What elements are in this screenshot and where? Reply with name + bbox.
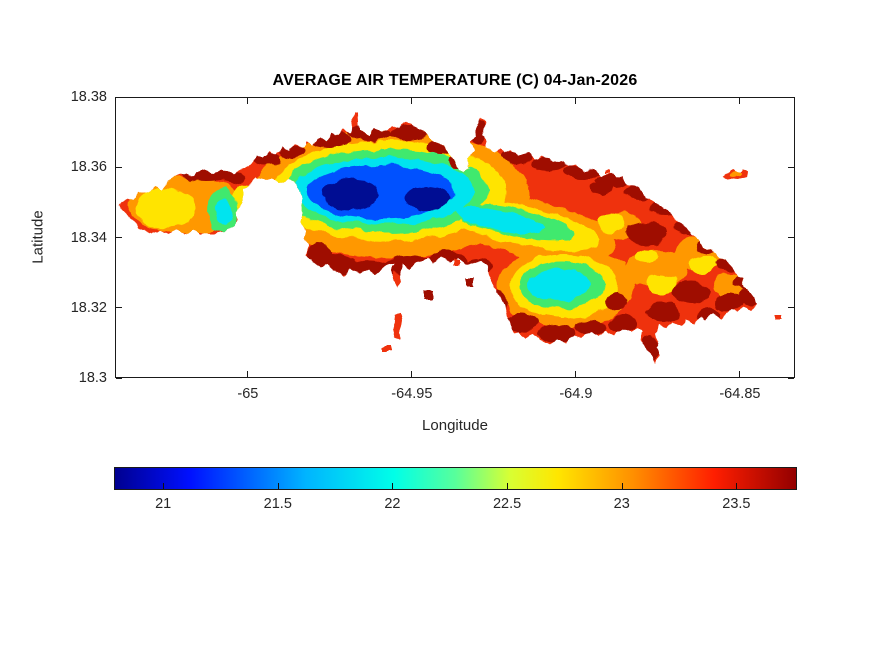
colorbar-tick-label: 23.5 [722,496,751,512]
islet-north-dot [604,168,608,172]
y-tick-label: 18.3 [78,370,107,386]
islet-south-dash [382,347,393,352]
colorbar-tick-mark [163,483,165,489]
x-tick-mark-top [247,98,249,104]
x-tick-mark-top [575,98,577,104]
x-tick-label: -64.9 [559,386,593,402]
colorbar-tick-label: 22.5 [492,496,522,512]
island-temperature-field [120,111,760,364]
islet-cay-3 [422,292,433,300]
colorbar-tick-mark [736,483,738,489]
x-tick-mark [411,371,413,377]
x-tick-label: -64.95 [391,386,433,402]
y-tick-label: 18.32 [70,299,107,316]
y-tick-mark-right [788,96,794,98]
islet-cay-1 [453,260,460,266]
y-axis-label: Latitude [29,210,47,264]
y-tick-mark-right [788,237,794,238]
islet-south-sliver [392,314,402,340]
x-tick-mark [575,371,577,377]
offshore-islets [382,168,780,352]
temperature-map [120,111,780,364]
colorbar-tick-label: 22 [384,496,401,512]
colorbar-tick-label: 21 [155,496,172,512]
x-tick-mark [247,371,249,377]
colorbar-tick-label: 23 [613,496,630,512]
x-axis-label: Longitude [422,417,488,434]
x-tick-mark-top [739,98,741,104]
x-tick-label: -64.85 [719,386,761,402]
chart-title: AVERAGE AIR TEMPERATURE (C) 04-Jan-2026 [272,72,638,89]
colorbar [114,467,797,490]
y-tick-mark [116,166,122,168]
colorbar-tick-mark [621,483,623,489]
y-tick-label: 18.36 [70,159,107,176]
y-tick-mark-right [788,166,794,168]
temp-core-navy [323,179,451,212]
y-tick-mark [116,307,122,309]
y-tick-label: 18.38 [70,89,107,105]
y-tick-mark-right [788,377,794,379]
x-tick-mark-top [411,98,413,104]
colorbar-tick-mark [277,483,279,489]
islet-north-east-center [728,171,740,177]
colorbar-tick-label: 21.5 [263,496,292,512]
y-tick-mark [116,237,122,238]
y-tick-mark [116,377,122,379]
y-tick-label: 18.34 [70,229,107,246]
x-tick-mark [739,371,741,377]
y-tick-mark [116,96,122,98]
x-tick-label: -65 [237,386,259,402]
islet-east-dot [773,314,780,319]
islet-cay-2 [466,279,474,286]
colorbar-tick-mark [392,483,394,489]
y-tick-mark-right [788,307,794,309]
plot-area [115,97,795,378]
colorbar-tick-mark [507,483,509,489]
